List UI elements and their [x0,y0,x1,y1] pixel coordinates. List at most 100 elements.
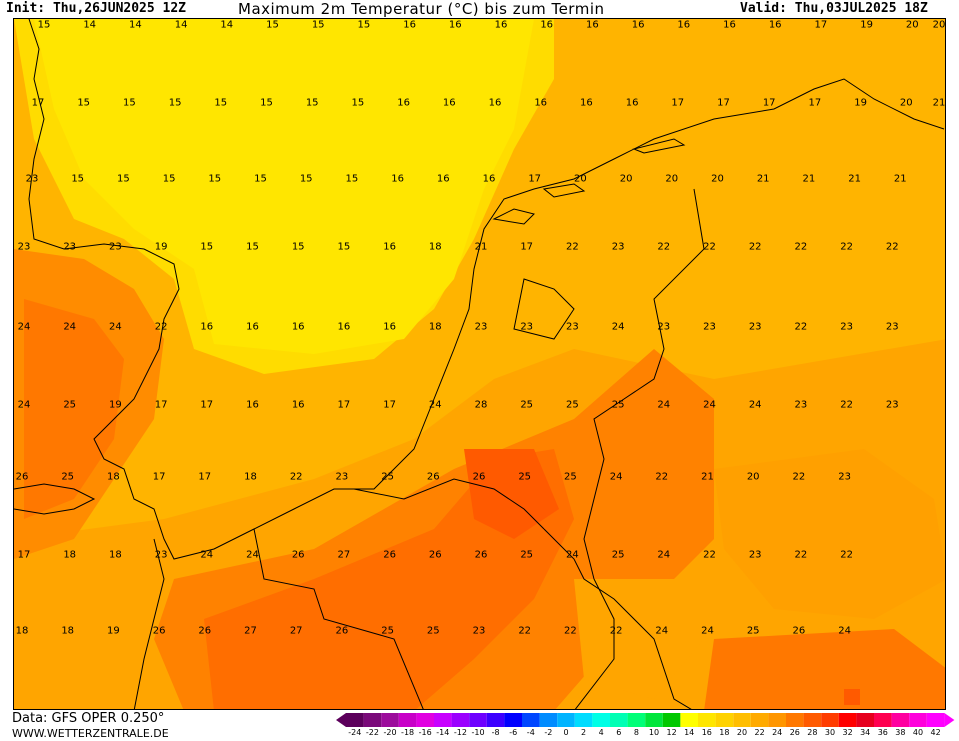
temperature-value: 24 [657,399,671,411]
colorbar-swatch [803,713,822,727]
temperature-value: 14 [129,19,142,31]
temperature-value: 25 [520,399,534,411]
temperature-value: 19 [154,241,168,253]
temperature-value: 17 [17,549,31,561]
temperature-value: 18 [109,549,122,561]
temperature-value: 18 [244,471,257,483]
colorbar-swatch [750,713,769,727]
colorbar-swatch [381,713,399,727]
temperature-value: 18 [61,625,75,637]
temperature-value: 23 [885,399,899,411]
temperature-value: 21 [893,173,907,185]
temperature-value: 24 [566,549,579,561]
temperature-value: 16 [488,97,502,109]
temperature-value: 22 [794,549,808,561]
temperature-value: 20 [905,19,919,31]
border-germany-south [543,528,692,709]
temperature-value: 22 [609,625,623,637]
temperature-value: 27 [244,625,257,637]
temperature-value: 16 [403,19,416,31]
temperature-value: 21 [802,173,816,185]
warm-south-zone [704,629,945,709]
temperature-value: 23 [472,625,486,637]
temperature-value: 22 [748,241,762,253]
temperature-value: 22 [840,549,853,561]
map-canvas [14,19,945,709]
colorbar-swatch [786,713,804,727]
colorbar-tick-label: 40 [912,728,924,737]
border-be-fr [353,478,545,530]
temperature-value: 23 [748,549,762,561]
temperature-value: 25 [381,471,394,483]
temperature-value: 26 [291,549,305,561]
temperature-value: 23 [748,321,762,333]
temperature-value: 14 [220,19,234,31]
temperature-value: 24 [63,321,77,333]
temperature-value: 22 [885,241,899,253]
temperature-value: 17 [337,399,351,411]
temperature-value: 15 [291,241,305,253]
temperature-value: 16 [586,19,599,31]
temperature-value: 22 [566,241,579,253]
temperature-value: 17 [814,19,828,31]
colorbar-swatch [645,713,663,727]
borders [133,188,705,709]
hot-spot [844,689,860,705]
temperature-value: 16 [383,321,396,333]
temperature-value: 20 [746,471,760,483]
temperature-value: 15 [208,173,222,185]
temperature-value: 15 [117,173,130,185]
colorbar-tick-label: 24 [772,728,783,737]
temperature-value: 15 [254,173,267,185]
temperature-value: 15 [337,241,351,253]
colorbar-swatch [522,713,540,727]
temperature-value: 22 [840,399,853,411]
temperature-value: 26 [15,471,29,483]
temperature-value: 20 [899,97,913,109]
colorbar-swatch [486,713,505,727]
temperature-value: 16 [397,97,410,109]
temperature-value: 23 [566,321,579,333]
temperature-value: 22 [564,625,577,637]
temperature-value: 17 [200,399,214,411]
temperature-value: 14 [83,19,97,31]
temperature-value: 22 [518,625,532,637]
temperature-value: 15 [357,19,371,31]
map-title: Maximum 2m Temperatur (°C) bis zum Termi… [238,0,605,18]
valid-time-label: Valid: Thu,03JUL2025 18Z [740,1,928,16]
temperature-value: 19 [854,97,867,109]
colorbar-tick-label: -12 [453,728,467,737]
temperature-value: 16 [482,173,496,185]
colorbar-swatch [610,713,628,727]
temperature-value: 25 [381,625,394,637]
temperature-value: 16 [448,19,462,31]
colorbar-swatch [416,713,434,727]
init-time-label: Init: Thu,26JUN2025 12Z [6,1,187,16]
colorbar-tick-label: 28 [807,728,818,737]
colorbar-right-arrow [944,713,955,727]
coolest-sea-zone [34,19,534,354]
temperature-value: 17 [520,241,534,253]
colorbar-tick-label: -14 [436,728,450,737]
temperature-value: 15 [37,19,51,31]
colorbar-swatch [909,713,927,727]
temperature-value: 16 [580,97,593,109]
colorbar-swatch [926,713,945,727]
colorbar-tick-label: 6 [616,728,622,737]
colorbar-tick-label: -4 [526,728,535,737]
colorbar-swatch [363,713,382,727]
temperature-value: 23 [335,471,349,483]
temperature-value: 23 [63,241,77,253]
temperature-value: 22 [289,471,303,483]
warm-england-core [24,299,124,519]
temperature-value: 16 [768,19,782,31]
temperature-value: 25 [61,471,75,483]
temperature-value: 15 [260,97,273,109]
temperature-value: 24 [109,321,122,333]
temperature-value: 16 [291,321,305,333]
temperature-value: 22 [840,241,853,253]
temperature-value: 28 [474,399,488,411]
temperature-value: 24 [200,549,214,561]
temperature-value: 18 [107,471,120,483]
colorbar-swatch [346,713,364,727]
